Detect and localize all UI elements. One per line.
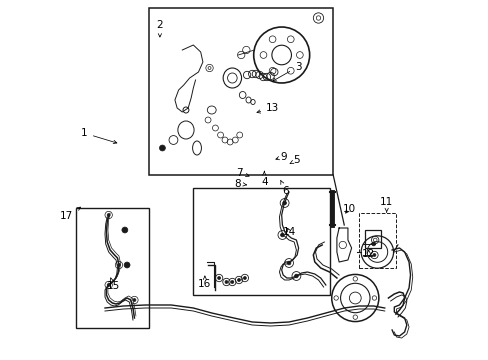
Bar: [364, 230, 380, 248]
Text: 16: 16: [198, 276, 211, 289]
Circle shape: [117, 264, 120, 266]
Circle shape: [107, 284, 110, 287]
Text: 14: 14: [282, 227, 296, 237]
Text: 15: 15: [106, 278, 120, 291]
Circle shape: [237, 279, 240, 282]
Circle shape: [372, 253, 375, 256]
Circle shape: [124, 262, 130, 268]
Circle shape: [286, 261, 290, 265]
Circle shape: [107, 213, 110, 216]
Text: 13: 13: [257, 103, 279, 113]
Text: 6: 6: [280, 180, 288, 196]
Circle shape: [159, 145, 165, 151]
Circle shape: [217, 276, 220, 279]
Text: 17: 17: [60, 207, 81, 221]
Circle shape: [224, 280, 227, 283]
Text: 3: 3: [272, 62, 301, 81]
Text: 9: 9: [275, 152, 286, 162]
Circle shape: [122, 227, 127, 233]
Text: 8: 8: [234, 179, 246, 189]
Bar: [193, 188, 329, 295]
Text: 11: 11: [379, 197, 392, 212]
Bar: [149, 8, 332, 175]
Circle shape: [280, 233, 284, 237]
Bar: [358, 213, 395, 268]
Circle shape: [133, 298, 136, 301]
Text: 1: 1: [81, 128, 117, 144]
Text: 10: 10: [342, 204, 355, 214]
Circle shape: [282, 201, 286, 205]
Text: 12: 12: [361, 249, 375, 259]
Text: 4: 4: [261, 171, 267, 187]
Text: 7: 7: [236, 168, 248, 178]
Circle shape: [371, 242, 375, 246]
Text: 2: 2: [156, 20, 163, 37]
Circle shape: [230, 280, 233, 283]
Text: 5: 5: [289, 155, 299, 165]
Bar: [75, 208, 149, 328]
Circle shape: [294, 274, 298, 278]
Circle shape: [243, 276, 246, 279]
